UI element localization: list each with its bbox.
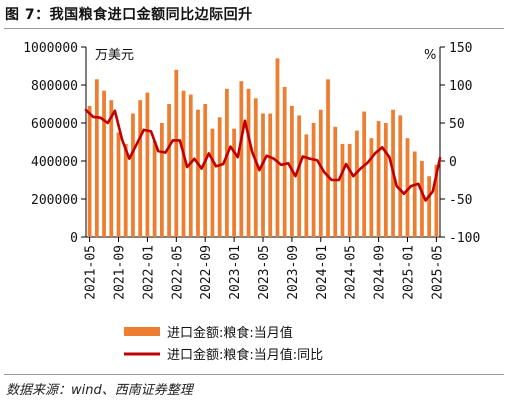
bar <box>369 138 374 237</box>
x-tick-label: 2021-09 <box>113 245 128 300</box>
bar <box>174 69 179 237</box>
yoy-line <box>84 108 442 202</box>
bar <box>253 98 258 237</box>
bar <box>261 113 265 237</box>
bar <box>145 92 150 237</box>
bar <box>405 138 410 237</box>
legend-line-label: 进口金额:粮食:当月值:同比 <box>167 347 323 363</box>
bar <box>239 81 244 237</box>
bar <box>355 130 359 237</box>
x-tick-label: 2022-01 <box>141 245 156 300</box>
bar <box>123 143 128 237</box>
bar <box>268 113 273 237</box>
x-tick-label: 2025-01 <box>401 245 416 300</box>
x-tick-label: 2023-09 <box>286 245 301 300</box>
left-tick-label: 800000 <box>31 79 78 94</box>
bar <box>196 109 200 237</box>
right-tick-label: -50 <box>449 193 472 208</box>
left-tick-label: 200000 <box>31 193 78 208</box>
bar <box>159 123 164 237</box>
bar <box>246 88 251 237</box>
bar <box>383 123 388 237</box>
left-tick-label: 1000000 <box>23 41 78 56</box>
bar <box>210 128 215 237</box>
bar <box>232 128 236 237</box>
x-tick-label: 2023-05 <box>257 245 272 300</box>
bar <box>138 100 143 237</box>
left-tick-label: 400000 <box>31 155 78 170</box>
right-unit-label: % <box>424 48 436 63</box>
x-tick-label: 2024-05 <box>344 245 359 300</box>
bar <box>420 161 424 237</box>
bar <box>297 115 302 237</box>
left-tick-label: 600000 <box>31 117 78 132</box>
bar <box>167 104 171 237</box>
bar <box>434 164 439 237</box>
bar <box>131 113 135 237</box>
source-note: 数据来源：wind、西南证券整理 <box>6 383 193 398</box>
bar <box>203 104 208 237</box>
right-tick-label: -100 <box>449 231 480 246</box>
line-series <box>84 108 442 202</box>
legend-bar-label: 进口金额:粮食:当月值 <box>167 325 293 341</box>
bar <box>109 100 114 237</box>
right-tick-label: 100 <box>449 79 472 94</box>
x-tick-label: 2023-01 <box>228 245 243 300</box>
tick-labels: 0 200000 400000 600000 800000 1000000 -100 -50 0… <box>23 41 480 300</box>
x-tick-label: 2021-05 <box>84 245 99 300</box>
bar <box>87 105 92 238</box>
bar <box>152 141 157 237</box>
x-tick-label: 2022-09 <box>199 245 214 300</box>
x-tick-label: 2024-09 <box>373 245 388 300</box>
chart-title: 图 7：我国粮食进口金额同比边际回升 <box>5 7 253 23</box>
x-tick-label: 2025-05 <box>430 245 445 300</box>
bar-series <box>87 58 439 238</box>
bar <box>427 176 432 237</box>
bar <box>304 134 309 237</box>
right-tick-label: 50 <box>449 117 465 132</box>
bar <box>311 123 316 237</box>
bar <box>224 88 229 237</box>
legend-bar-swatch <box>124 327 160 336</box>
bar <box>347 143 352 237</box>
title-divider <box>4 28 504 29</box>
bar <box>398 115 403 237</box>
bar <box>217 117 222 237</box>
bar <box>340 143 345 237</box>
right-tick-label: 0 <box>449 155 457 170</box>
x-tick-label: 2022-05 <box>170 245 185 300</box>
bar <box>333 126 338 237</box>
x-tick-label: 2024-01 <box>315 245 330 300</box>
bar <box>188 94 193 237</box>
legend: 进口金额:粮食:当月值 进口金额:粮食:当月值:同比 <box>124 325 323 363</box>
bar <box>326 79 330 237</box>
bar <box>94 79 99 237</box>
source-divider <box>4 374 504 375</box>
bar <box>275 58 280 238</box>
bar <box>282 86 287 238</box>
bar <box>362 111 367 237</box>
bar <box>181 90 186 237</box>
bar <box>116 132 121 237</box>
bar <box>412 151 417 237</box>
bar <box>318 109 323 237</box>
bar <box>102 90 106 237</box>
left-tick-label: 0 <box>70 231 78 246</box>
bar <box>376 121 381 237</box>
right-tick-label: 150 <box>449 41 472 56</box>
left-unit-label: 万美元 <box>95 48 134 63</box>
